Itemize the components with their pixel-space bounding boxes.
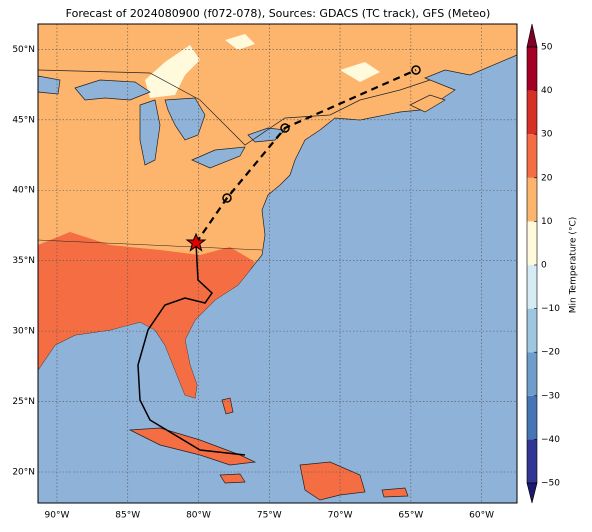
colorbar-band (527, 308, 537, 353)
colorbar-tick-label: 40 (541, 86, 553, 96)
cool-patch (340, 62, 380, 82)
island-puerto-rico (381, 487, 409, 498)
colorbar-tick-label: −40 (541, 435, 560, 445)
lat-tick-label: 50°N (12, 45, 35, 55)
lake (164, 97, 206, 141)
lake (191, 146, 246, 169)
colorbar-band (527, 352, 537, 396)
colorbar-tick-label: 20 (541, 173, 553, 183)
colorbar-tick-label: 0 (541, 261, 547, 271)
lat-tick-label: 40°N (12, 186, 35, 196)
island-bahamas (221, 397, 234, 415)
track-point (280, 123, 290, 133)
lat-tick-label: 30°N (12, 327, 35, 337)
land-nova-scotia (409, 94, 446, 113)
track-past (137, 242, 246, 456)
colorbar-tick-label: −10 (541, 304, 560, 314)
graticule (38, 24, 517, 503)
track-point (222, 193, 232, 203)
colorbar: −50 −40 −30 −20 −10 0 10 20 30 40 50 (526, 23, 560, 504)
lon-tick-label: 80°W (186, 511, 211, 521)
border (37, 239, 263, 251)
cool-patch (225, 34, 255, 50)
colorbar-tick-label: 10 (541, 217, 553, 227)
colorbar-tick-label: −30 (541, 391, 560, 401)
colorbar-band (527, 90, 537, 135)
border (37, 69, 431, 146)
lat-tick-label: 20°N (12, 468, 35, 478)
lon-tick-label: 90°W (45, 511, 70, 521)
lon-tick-label: 70°W (328, 511, 353, 521)
island-jamaica (219, 473, 246, 484)
colorbar-band (527, 439, 537, 483)
island-hispaniola (299, 461, 366, 501)
lat-tick-label: 35°N (12, 256, 35, 266)
lon-tick-label: 65°W (398, 511, 423, 521)
colorbar-extend (526, 23, 538, 48)
map-frame (37, 23, 518, 504)
lake (74, 79, 151, 101)
colorbar-label: Min Temperature (°C) (569, 217, 579, 314)
warm-region (38, 232, 255, 398)
colorbar-tick-label: 50 (541, 43, 553, 53)
colorbar-tick-label: 30 (541, 130, 553, 140)
lon-tick-label: 85°W (115, 511, 140, 521)
colorbar-band (527, 265, 537, 309)
island-cuba (128, 427, 257, 466)
colorbar-band (527, 395, 537, 440)
lat-tick-label: 45°N (12, 115, 35, 125)
colorbar-band (527, 177, 537, 222)
cool-patch (145, 45, 200, 98)
lake (139, 99, 161, 166)
storm-position (185, 232, 207, 252)
colorbar-band (527, 134, 537, 178)
colorbar-tick-label: −20 (541, 348, 560, 358)
colorbar-extend (526, 482, 538, 504)
title: Forecast of 2024080900 (f072-078), Sourc… (66, 7, 491, 20)
lon-tick-label: 60°W (469, 511, 494, 521)
track-point (411, 65, 421, 75)
colorbar-band (527, 47, 537, 91)
colorbar-band (527, 221, 537, 265)
lon-tick-label: 75°W (257, 511, 282, 521)
colorbar-tick-label: −50 (541, 479, 560, 489)
lat-tick-label: 25°N (12, 397, 35, 407)
track-forecast (195, 68, 417, 244)
map-area (37, 23, 518, 504)
